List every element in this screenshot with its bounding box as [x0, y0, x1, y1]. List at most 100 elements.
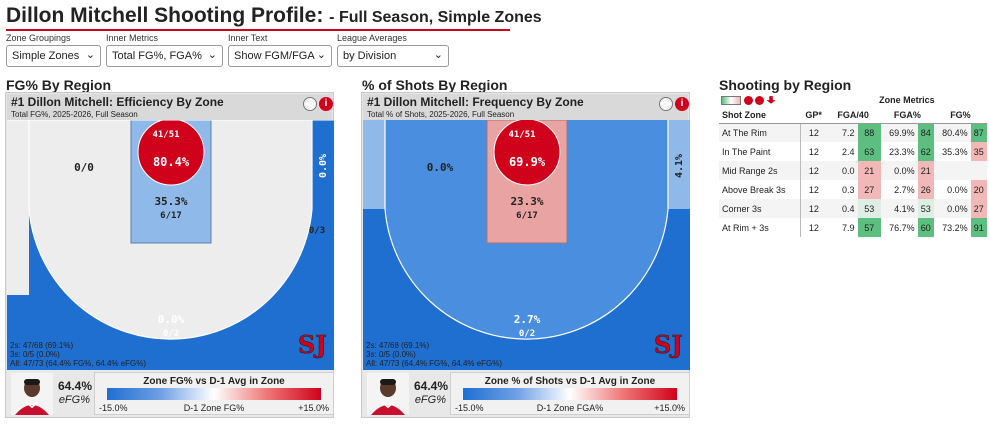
table-toolbar: [719, 92, 827, 108]
inner-metrics-value: Total FG%, FGA%: [112, 50, 202, 62]
cell-fg-pct-rank: 91: [970, 218, 987, 237]
cell-fg-pct: 0.0%: [933, 180, 971, 199]
cell-fga-pct: 4.1%: [880, 199, 918, 218]
panel-title: #1 Dillon Mitchell: Frequency By Zone: [367, 95, 584, 109]
cell-fga40: 2.4: [826, 142, 858, 161]
left-corner-zone: [363, 120, 385, 209]
svg-text:SJ: SJ: [298, 330, 326, 359]
chevron-down-icon: ⌄: [85, 49, 95, 61]
three-metric-text: 2.7%: [514, 313, 541, 326]
cell-fga40-rank: 57: [857, 218, 881, 237]
options-icon[interactable]: [303, 97, 317, 111]
legend-gradient: [107, 388, 321, 400]
cell-zone: Corner 3s: [719, 199, 802, 218]
efg-value: 64.4%: [414, 379, 449, 393]
cell-fga40: 0.4: [826, 199, 858, 218]
summary-line-2s: 2s: 47/68 (69.1%): [366, 341, 430, 350]
panel-title: #1 Dillon Mitchell: Efficiency By Zone: [11, 95, 224, 109]
legend-title: Zone % of Shots vs D-1 Avg in Zone: [484, 376, 656, 387]
zone-groupings-value: Simple Zones: [12, 50, 80, 62]
download-icon[interactable]: [766, 96, 776, 104]
frequency-section-title: % of Shots By Region: [362, 77, 508, 93]
cell-fga-pct: 76.7%: [880, 218, 918, 237]
efficiency-section-title: FG% By Region: [6, 77, 112, 93]
corner-made-text: 0/3: [309, 226, 325, 236]
cell-fga-pct-rank: 84: [917, 123, 934, 142]
cell-fg-pct: 80.4%: [933, 123, 971, 142]
shot-summary: 2s: 47/68 (69.1%) 3s: 0/5 (0.0%) All: 47…: [366, 341, 502, 368]
table-section-title: Shooting by Region: [719, 77, 852, 93]
col-fg-pct[interactable]: FG%: [933, 108, 987, 124]
legend-min-label: -15.0%: [99, 403, 128, 413]
cell-zone: In The Paint: [719, 142, 802, 161]
three-point-zone: [7, 120, 334, 370]
cell-fg-pct: 73.2%: [933, 218, 971, 237]
col-shot-zone[interactable]: Shot Zone: [719, 108, 801, 124]
cell-fga-pct-rank: 62: [917, 142, 934, 161]
cell-fga40: 7.9: [826, 218, 858, 237]
cell-fga40-rank: 63: [857, 142, 881, 161]
inner-metrics-label: Inner Metrics: [106, 33, 159, 43]
cell-fga-pct: 0.0%: [880, 161, 918, 180]
table-row: Corner 3s 12 0.4 53 4.1% 53 0.0% 27: [719, 199, 987, 218]
efg-label: eFG%: [58, 394, 90, 406]
page-title-subtitle: - Full Season, Simple Zones: [329, 9, 542, 26]
options-icon[interactable]: [659, 97, 673, 111]
cell-zone: At Rim + 3s: [719, 218, 802, 237]
paint-made-text: 6/17: [160, 211, 182, 221]
info-icon[interactable]: [755, 96, 765, 106]
page-title: Dillon Mitchell Shooting Profile: - Full…: [6, 4, 542, 28]
three-point-zone: [363, 120, 690, 370]
league-averages-select[interactable]: by Division ⌄: [337, 45, 449, 67]
shot-summary: 2s: 47/68 (69.1%) 3s: 0/5 (0.0%) All: 47…: [10, 341, 146, 368]
col-fga-pct[interactable]: FGA%: [880, 108, 934, 124]
col-fga40[interactable]: FGA/40: [826, 108, 881, 124]
sj-logo: SJ: [298, 330, 326, 360]
cell-fg-pct: 35.3%: [933, 142, 971, 161]
cell-fga40: 0.3: [826, 180, 858, 199]
zone-groupings-select[interactable]: Simple Zones ⌄: [6, 45, 101, 67]
cell-gp: 12: [800, 123, 827, 142]
summary-line-2s: 2s: 47/68 (69.1%): [10, 341, 74, 350]
sj-logo: SJ: [654, 330, 682, 360]
chevron-down-icon: ⌄: [433, 49, 443, 61]
left-corner-zone: [7, 120, 29, 295]
cell-fga40-rank: 88: [857, 123, 881, 142]
info-icon[interactable]: i: [319, 97, 333, 111]
panel-header: #1 Dillon Mitchell: Frequency By Zone To…: [363, 94, 689, 120]
chart-icon[interactable]: [743, 96, 753, 106]
summary-line-all: All: 47/73 (64.4% FG%, 64.4% eFG%): [10, 359, 147, 368]
info-icon[interactable]: i: [675, 97, 689, 111]
svg-text:SJ: SJ: [654, 330, 682, 359]
summary-line-3s: 3s: 0/5 (0.0%): [366, 350, 416, 359]
cell-fg-pct-rank: [970, 161, 987, 180]
inner-text-select[interactable]: Show FGM/FGA ⌄: [228, 45, 332, 67]
cell-fga-pct-rank: 26: [917, 180, 934, 199]
efg-value: 64.4%: [58, 379, 93, 393]
table-row: Mid Range 2s 12 0.0 21 0.0% 21: [719, 161, 987, 180]
color-legend: Zone FG% vs D-1 Avg in Zone -15.0% D-1 Z…: [94, 372, 334, 415]
paint-metric-text: 35.3%: [154, 195, 187, 208]
frequency-court: 41/51 69.9% 23.3% 6/17 0.0% 4.1% 2.7% 0/…: [363, 120, 690, 370]
cell-fg-pct-rank: 35: [970, 142, 987, 161]
three-metric-text: 0.0%: [158, 313, 185, 326]
cell-gp: 12: [800, 180, 827, 199]
cell-fg-pct: 0.0%: [933, 199, 971, 218]
three-made-text: 0/2: [163, 329, 179, 339]
rim-zone: [137, 120, 205, 186]
cell-fga-pct-rank: 60: [917, 218, 934, 237]
rim-zone: [493, 120, 561, 186]
cell-fga40: 7.2: [826, 123, 858, 142]
color-toggle-icon[interactable]: [721, 96, 741, 106]
efficiency-panel: #1 Dillon Mitchell: Efficiency By Zone T…: [5, 92, 334, 418]
table-body: At The Rim 12 7.2 88 69.9% 84 80.4% 87 I…: [719, 123, 987, 237]
three-made-text: 0/2: [519, 329, 535, 339]
cell-gp: 12: [800, 142, 827, 161]
cell-gp: 12: [800, 161, 827, 180]
color-legend: Zone % of Shots vs D-1 Avg in Zone -15.0…: [450, 372, 690, 415]
cell-zone: At The Rim: [719, 123, 802, 142]
page-title-main: Dillon Mitchell Shooting Profile:: [6, 4, 324, 27]
inner-metrics-select[interactable]: Total FG%, FGA% ⌄: [106, 45, 223, 67]
cell-fga40-rank: 53: [857, 199, 881, 218]
col-gp[interactable]: GP*: [800, 108, 827, 124]
